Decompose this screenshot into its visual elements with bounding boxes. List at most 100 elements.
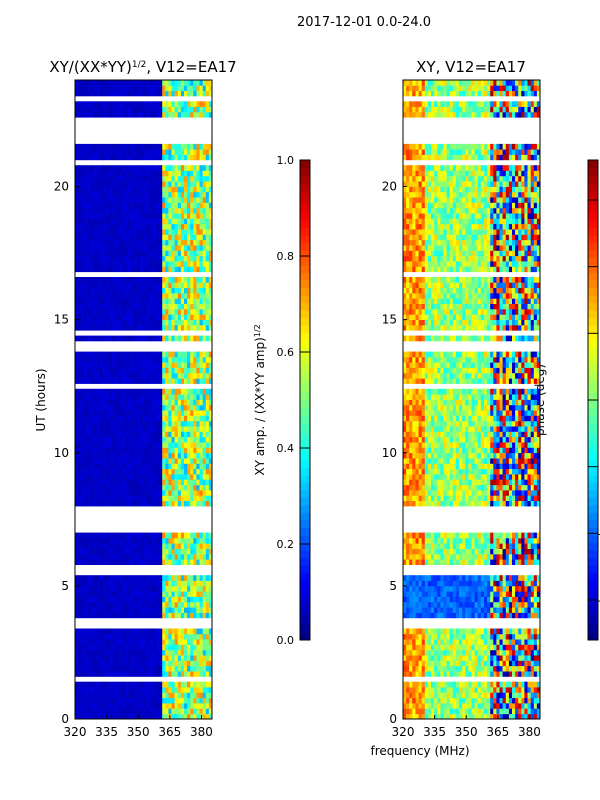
heatmap-cell xyxy=(134,261,138,267)
heatmap-cell xyxy=(112,442,116,448)
heatmap-cell xyxy=(205,367,210,374)
heatmap-cell xyxy=(106,628,110,635)
heatmap-cell xyxy=(168,143,172,150)
heatmap-cell xyxy=(415,671,419,677)
heatmap-cell xyxy=(87,303,91,310)
heatmap-cell xyxy=(177,293,182,299)
heatmap-cell xyxy=(90,452,95,459)
heatmap-cell xyxy=(103,484,107,491)
heatmap-cell xyxy=(106,703,110,709)
heatmap-cell xyxy=(168,474,172,480)
heatmap-cell xyxy=(118,644,123,651)
heatmap-cell xyxy=(156,633,160,640)
heatmap-cell xyxy=(121,218,126,225)
heatmap-cell xyxy=(487,681,491,688)
heatmap-cell xyxy=(84,601,88,608)
heatmap-cell xyxy=(124,463,129,470)
heatmap-cell xyxy=(187,697,191,704)
heatmap-cell xyxy=(202,708,207,715)
heatmap-cell xyxy=(112,378,116,384)
heatmap-cell xyxy=(165,149,169,155)
heatmap-cell xyxy=(480,644,485,651)
heatmap-cell xyxy=(171,170,175,177)
heatmap-cell xyxy=(137,154,141,161)
heatmap-cell xyxy=(103,660,107,667)
heatmap-cell xyxy=(196,197,200,203)
heatmap-cell xyxy=(208,708,213,715)
heatmap-cell xyxy=(124,245,129,251)
heatmap-cell xyxy=(124,697,129,704)
heatmap-cell xyxy=(134,420,138,427)
heatmap-cell xyxy=(134,585,138,592)
heatmap-cell xyxy=(168,303,172,310)
heatmap-cell xyxy=(127,287,132,294)
heatmap-cell xyxy=(118,255,123,262)
heatmap-cell xyxy=(143,106,147,113)
heatmap-cell xyxy=(171,335,175,342)
heatmap-cell xyxy=(103,633,107,640)
heatmap-cell xyxy=(208,367,213,374)
heatmap-cell xyxy=(134,463,138,470)
heatmap-cell xyxy=(180,250,185,257)
heatmap-cell xyxy=(418,708,423,715)
heatmap-cell xyxy=(409,644,413,651)
heatmap-cell xyxy=(477,681,482,688)
heatmap-cell xyxy=(168,612,172,619)
heatmap-cell xyxy=(205,90,210,97)
heatmap-cell xyxy=(121,394,126,400)
heatmap-cell xyxy=(424,671,429,677)
heatmap-cell xyxy=(505,708,510,715)
heatmap-cell xyxy=(121,362,126,368)
heatmap-cell xyxy=(87,633,91,640)
heatmap-cell xyxy=(205,484,210,491)
heatmap-cell xyxy=(121,463,126,470)
heatmap-cell xyxy=(118,372,123,379)
heatmap-cell xyxy=(530,692,535,699)
heatmap-cell xyxy=(134,149,138,155)
heatmap-cell xyxy=(440,713,444,720)
heatmap-cell xyxy=(174,692,179,699)
heatmap-cell xyxy=(84,628,88,635)
heatmap-cell xyxy=(84,415,88,422)
heatmap-cell xyxy=(508,665,513,672)
heatmap-cell xyxy=(452,665,457,672)
heatmap-cell xyxy=(134,255,138,262)
heatmap-cell xyxy=(184,356,188,363)
heatmap-cell xyxy=(171,692,175,699)
heatmap-cell xyxy=(134,537,138,544)
heatmap-cell xyxy=(124,442,129,448)
heatmap-cell xyxy=(75,111,79,118)
heatmap-cell xyxy=(84,250,88,257)
heatmap-cell xyxy=(480,633,485,640)
heatmap-cell xyxy=(208,255,213,262)
heatmap-cell xyxy=(75,708,79,715)
heatmap-cell xyxy=(205,431,210,438)
heatmap-cell xyxy=(131,713,135,720)
heatmap-cell xyxy=(146,207,151,214)
heatmap-cell xyxy=(93,559,98,565)
heatmap-cell xyxy=(96,575,101,581)
heatmap-cell xyxy=(171,186,175,193)
heatmap-cell xyxy=(103,335,107,342)
heatmap-cell xyxy=(149,543,154,549)
heatmap-cell xyxy=(112,692,116,699)
heatmap-cell xyxy=(190,335,194,342)
heatmap-cell xyxy=(90,660,95,667)
heatmap-cell xyxy=(180,181,185,187)
heatmap-cell xyxy=(199,175,203,182)
heatmap-cell xyxy=(171,356,175,363)
heatmap-cell xyxy=(81,553,85,560)
heatmap-cell xyxy=(208,410,213,416)
heatmap-cell xyxy=(149,463,154,470)
heatmap-cell xyxy=(165,207,169,214)
heatmap-cell xyxy=(81,607,85,613)
heatmap-cell xyxy=(199,106,203,113)
heatmap-cell xyxy=(502,713,507,720)
heatmap-cell xyxy=(465,692,469,699)
heatmap-cell xyxy=(99,585,104,592)
heatmap-cell xyxy=(90,420,95,427)
heatmap-cell xyxy=(131,628,135,635)
heatmap-cell xyxy=(536,692,541,699)
heatmap-cell xyxy=(134,655,138,661)
heatmap-cell xyxy=(131,612,135,619)
